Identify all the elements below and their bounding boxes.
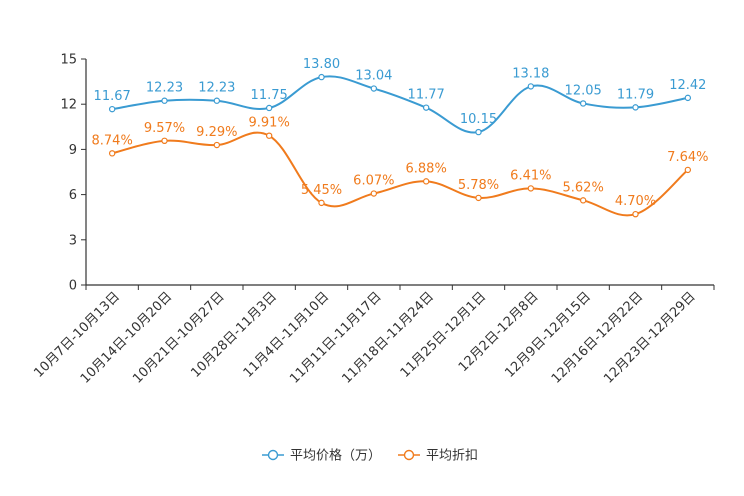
data-label: 12.23 — [198, 81, 235, 96]
legend: 平均价格（万） 平均折扣 — [262, 448, 478, 464]
data-point — [318, 73, 325, 81]
series-line-1 — [111, 131, 689, 217]
y-tick-label: 0 — [69, 279, 77, 294]
data-labels: 11.67 12.23 12.23 11.75 13.80 13.04 11.77 10.15… — [92, 57, 709, 209]
data-label: 12.23 — [146, 81, 183, 96]
data-label: 6.07% — [353, 174, 394, 189]
data-point — [579, 197, 587, 204]
data-point — [475, 128, 482, 136]
data-point — [422, 178, 430, 185]
y-tick-label: 12 — [60, 98, 77, 113]
data-label: 5.62% — [563, 180, 604, 195]
data-label: 4.70% — [615, 194, 656, 209]
data-label: 11.77 — [408, 88, 445, 103]
y-tick-label: 15 — [60, 53, 77, 68]
data-label: 8.74% — [92, 133, 133, 148]
data-point — [684, 166, 692, 174]
data-point — [370, 85, 378, 92]
x-tick-label: 12月16日-12月22日 — [549, 289, 646, 386]
x-tick-label: 10月7日-10月13日 — [31, 289, 123, 381]
data-label: 11.75 — [251, 88, 288, 103]
data-point — [475, 194, 482, 202]
data-point — [370, 190, 378, 197]
legend-label[interactable]: 平均价格（万） — [290, 448, 381, 464]
y-tick-label: 3 — [69, 233, 77, 248]
legend-marker-icon — [403, 449, 415, 461]
data-label: 13.18 — [512, 66, 549, 81]
data-point — [161, 137, 168, 145]
y-tick-label: 6 — [69, 188, 77, 203]
data-label: 9.57% — [144, 121, 185, 136]
legend-label[interactable]: 平均折扣 — [426, 449, 478, 464]
x-tick-label: 10月14日-10月20日 — [78, 289, 175, 386]
data-label: 11.67 — [94, 89, 131, 104]
data-label: 11.79 — [617, 87, 654, 102]
series-lines — [108, 73, 692, 218]
legend-marker-icon — [267, 449, 279, 461]
data-point — [684, 94, 692, 102]
data-point — [579, 100, 587, 107]
data-label: 6.41% — [510, 168, 551, 183]
x-tick-label: 10月21日-10月27日 — [130, 289, 227, 386]
x-tick-label: 12月23日-12月29日 — [601, 289, 698, 386]
data-label: 6.88% — [406, 161, 447, 176]
data-point — [108, 150, 116, 157]
data-point — [422, 104, 430, 111]
data-label: 13.04 — [355, 69, 392, 84]
axes: 0 3 6 9 12 15 10月7日-10月13日10月14日-10月20日10月21日-… — [31, 53, 715, 387]
data-label: 5.45% — [301, 183, 342, 198]
data-label: 12.42 — [669, 78, 706, 93]
y-tick-label: 9 — [69, 143, 77, 158]
data-point — [632, 104, 639, 111]
data-label: 9.91% — [249, 116, 290, 131]
data-point — [213, 97, 221, 104]
data-label: 7.64% — [667, 150, 708, 165]
data-point — [265, 132, 273, 139]
data-point — [213, 141, 221, 149]
data-label: 10.15 — [460, 112, 497, 127]
data-label: 9.29% — [196, 125, 237, 140]
data-point — [161, 97, 168, 104]
data-point — [318, 199, 325, 207]
data-label: 5.78% — [458, 178, 499, 193]
data-point — [108, 105, 116, 113]
data-point — [265, 104, 273, 112]
data-point — [527, 185, 535, 192]
data-point — [632, 210, 639, 218]
data-point — [527, 83, 535, 90]
x-tick-label: 11月18日-11月24日 — [340, 289, 437, 386]
x-tick-label: 11月11日-11月17日 — [287, 289, 384, 386]
data-label: 12.05 — [565, 83, 602, 98]
data-label: 13.80 — [303, 57, 340, 72]
